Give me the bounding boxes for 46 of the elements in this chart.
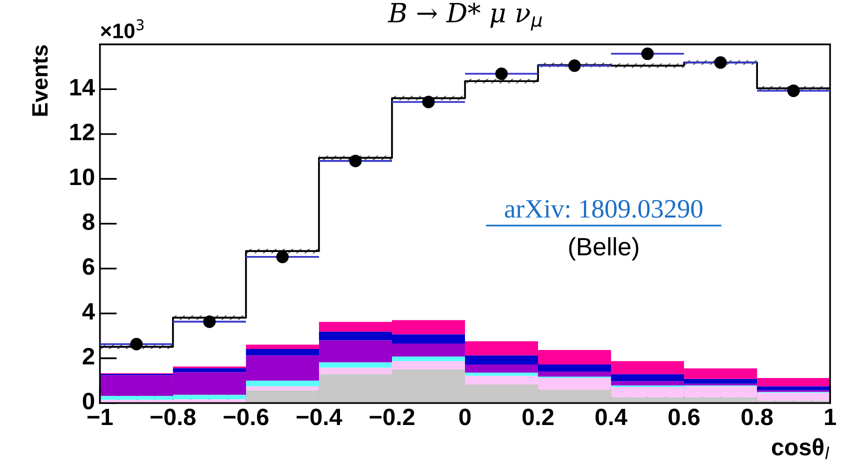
x-tick-label: 0 [459,408,471,426]
x-tick-label: −1 [87,408,113,426]
point [641,48,654,60]
text: ×10$^{3}$ [100,19,144,38]
chart-title: B → D* μ ν$_{μ}$ [388,2,542,30]
y-tick-label: 6 [82,258,94,275]
y-axis-title: Events [32,45,48,116]
x-tick-label: −0.4 [296,408,342,426]
bar [392,356,466,362]
point [422,96,435,108]
bar [538,364,612,372]
point [130,338,143,350]
point [276,250,289,264]
point [495,67,508,80]
x-axis-title: cosθ$_{l}$ [772,438,830,460]
y-tick-label: 0 [82,392,94,410]
y-tick-label: 2 [82,348,94,364]
x-tick-label: 0.4 [596,408,628,426]
x-tick-label: −0.8 [150,408,196,426]
bar [246,380,319,386]
point [714,56,727,69]
x-tick-label: 0.8 [742,408,773,426]
bar [172,368,246,372]
x-tick-label: 1 [824,408,836,426]
bar [246,386,319,390]
y-tick-label: 8 [82,213,94,230]
y-tick-label: 10 [70,168,94,186]
x-tick-label: 0.6 [668,408,700,426]
point [203,315,216,328]
x-tick-label: −0.6 [224,408,268,426]
y-tick-label: 4 [82,303,95,320]
bar [465,355,538,365]
bar [465,372,538,376]
bar [246,349,319,356]
bar [757,386,830,390]
point [787,84,800,98]
y-tick-label: 14 [70,79,95,96]
y-tick-label: 12 [70,124,94,140]
annotation: (Belle) [569,237,638,260]
point [349,154,362,168]
x-tick-label: −0.2 [370,408,414,426]
annotation: arXiv: 1809.03290 [504,200,702,218]
bar [246,344,319,350]
bar [318,362,392,368]
x-tick-label: 0.2 [522,408,554,426]
point [568,59,581,72]
